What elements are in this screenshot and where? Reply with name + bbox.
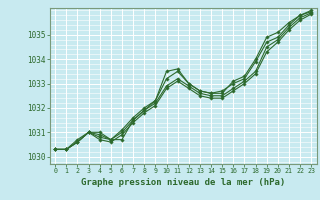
- X-axis label: Graphe pression niveau de la mer (hPa): Graphe pression niveau de la mer (hPa): [81, 178, 285, 187]
